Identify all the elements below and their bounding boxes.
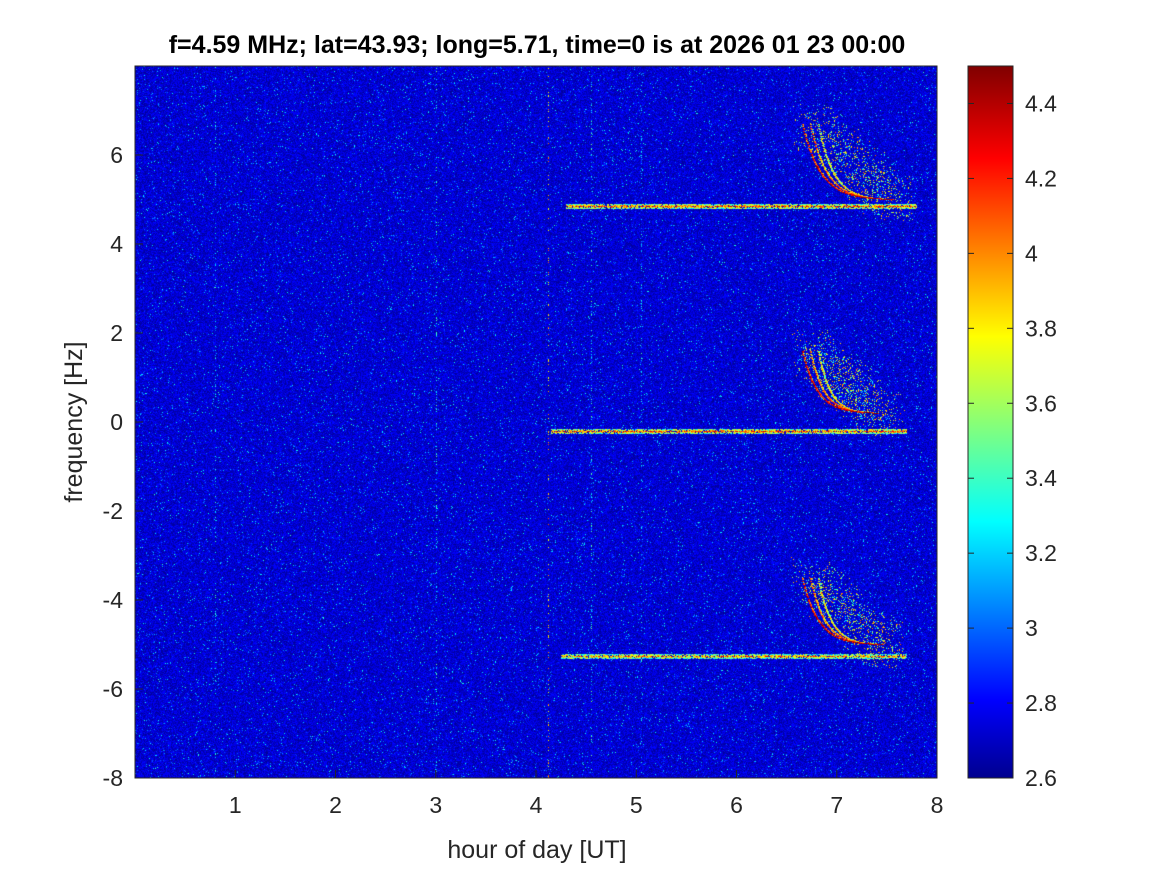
colorbar-frame [967, 65, 1014, 779]
x-tick-label: 4 [530, 792, 543, 818]
x-axis-ticks: 1 2 3 4 5 6 7 8 [229, 770, 944, 818]
colorbar-tick-label: 3.8 [1025, 315, 1057, 341]
x-tick-label: 6 [730, 792, 743, 818]
colorbar-tick-label: 4 [1025, 240, 1038, 266]
x-tick-label: 8 [931, 792, 944, 818]
colorbar: 2.6 2.8 3 3.2 3.4 3.6 3.8 4 4.2 4.4 [967, 65, 1057, 791]
y-tick-label: 2 [110, 320, 123, 346]
x-tick-label: 5 [630, 792, 643, 818]
x-tick-label: 7 [830, 792, 843, 818]
colorbar-tick-label: 2.6 [1025, 765, 1057, 791]
heatmap-image [135, 66, 937, 778]
y-tick-label: -2 [103, 498, 123, 524]
colorbar-tick-label: 3.6 [1025, 390, 1057, 416]
y-tick-label: -8 [103, 765, 123, 791]
y-tick-label: 0 [110, 409, 123, 435]
y-tick-label: -4 [103, 587, 124, 613]
y-axis-label: frequency [Hz] [60, 341, 88, 502]
colorbar-tick-label: 2.8 [1025, 690, 1057, 716]
y-axis-ticks: -8 -6 -4 -2 0 2 4 6 [103, 142, 143, 791]
x-tick-label: 2 [329, 792, 342, 818]
colorbar-gradient [968, 66, 1013, 778]
y-tick-label: -6 [103, 676, 123, 702]
x-tick-label: 3 [429, 792, 442, 818]
x-axis-label: hour of day [UT] [447, 836, 626, 864]
colorbar-tick-label: 4.2 [1025, 165, 1057, 191]
colorbar-ticks: 2.6 2.8 3 3.2 3.4 3.6 3.8 4 4.2 4.4 [968, 90, 1057, 791]
colorbar-tick-label: 3 [1025, 615, 1038, 641]
colorbar-tick-label: 3.2 [1025, 540, 1057, 566]
colorbar-tick-label: 3.4 [1025, 465, 1057, 491]
colorbar-tick-label: 4.4 [1025, 90, 1057, 116]
y-tick-label: 6 [110, 142, 123, 168]
y-tick-label: 4 [110, 231, 123, 257]
chart-title: f=4.59 MHz; lat=43.93; long=5.71, time=0… [169, 31, 906, 59]
x-tick-label: 1 [229, 792, 242, 818]
